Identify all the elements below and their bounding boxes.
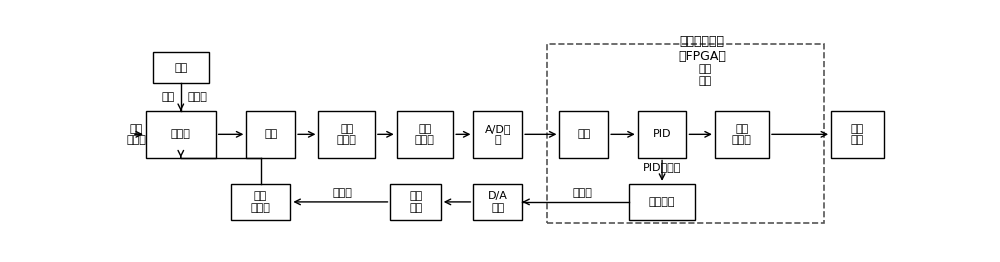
Text: 前置
放大器: 前置 放大器 [415,123,435,145]
Bar [153,52,209,83]
Text: 光源: 光源 [174,63,187,73]
Text: 台阶
高度: 台阶 高度 [698,64,711,86]
Text: 光纤环: 光纤环 [171,129,191,139]
Text: 二次积分: 二次积分 [649,197,675,207]
Text: 光电
转换器: 光电 转换器 [337,123,357,145]
Text: 波长: 波长 [161,92,175,102]
Text: 解调: 解调 [577,129,590,139]
Bar [638,111,686,157]
Bar [318,111,375,157]
Bar [390,184,441,220]
Text: 输出
接口: 输出 接口 [851,123,864,145]
Bar [473,184,522,220]
Text: PID: PID [653,129,671,139]
Text: 输入
角速率: 输入 角速率 [127,123,147,145]
Text: 驱动
电路: 驱动 电路 [409,191,422,213]
Bar [473,111,522,157]
Text: D/A
转换: D/A 转换 [488,191,508,213]
Text: PID控制器: PID控制器 [643,162,681,172]
Bar [715,111,769,157]
Bar [559,111,608,157]
Bar [831,111,884,157]
Text: 闭环控制逻辑
（FPGA）: 闭环控制逻辑 （FPGA） [678,35,726,63]
Bar [231,184,290,220]
Bar [146,111,216,157]
Text: A/D转
换: A/D转 换 [485,123,511,145]
Bar [246,111,295,157]
Bar [397,111,453,157]
Bar [629,184,695,220]
Text: 输出
滤波器: 输出 滤波器 [732,123,752,145]
Text: 阶梯波: 阶梯波 [332,188,352,198]
Text: 光功率: 光功率 [187,92,207,102]
Text: 相位
调制器: 相位 调制器 [251,191,271,213]
Text: 干涉: 干涉 [264,129,277,139]
Bar [547,43,824,223]
Text: 锯齿波: 锯齿波 [572,188,592,198]
